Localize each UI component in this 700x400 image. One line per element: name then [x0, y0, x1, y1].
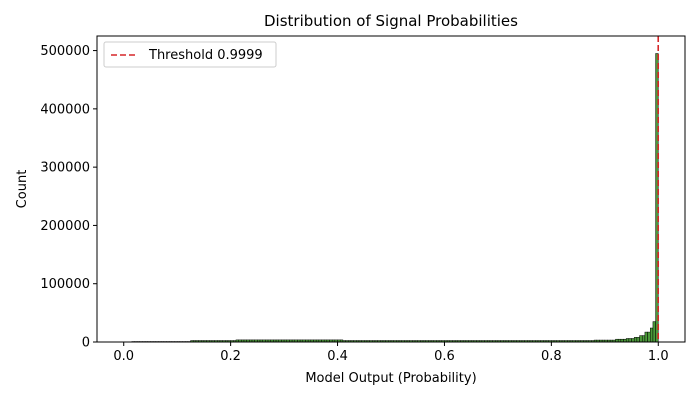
histogram-bar	[628, 338, 632, 343]
x-tick-label: 0.8	[541, 349, 562, 364]
y-tick-label: 500000	[40, 44, 90, 59]
x-tick-label: 0.0	[113, 349, 134, 364]
y-tick-label: 200000	[40, 219, 90, 234]
y-tick-label: 100000	[40, 277, 90, 292]
y-tick-label: 300000	[40, 161, 90, 176]
plot-frame	[96, 35, 686, 343]
chart-title: Distribution of Signal Probabilities	[264, 12, 518, 30]
legend: Threshold 0.9999	[103, 41, 277, 68]
histogram-bar	[631, 338, 635, 343]
x-tick-label: 0.4	[327, 349, 348, 364]
histogram-bar	[625, 338, 630, 343]
y-axis-label: Count	[15, 170, 30, 209]
histogram-bar	[644, 331, 648, 343]
y-tick-label: 400000	[40, 102, 90, 117]
x-axis-ticks: 0.0 0.2 0.4 0.6 0.8 1.0	[113, 342, 669, 364]
x-tick-label: 0.2	[220, 349, 241, 364]
y-tick-label: 0	[82, 336, 90, 351]
legend-box	[103, 41, 277, 68]
histogram-bar	[633, 337, 638, 343]
histogram-bar	[639, 335, 643, 343]
legend-threshold-label: Threshold 0.9999	[148, 48, 263, 63]
histogram-bar	[647, 331, 651, 343]
x-tick-label: 0.6	[434, 349, 455, 364]
histogram-bar	[641, 335, 646, 343]
histogram-bar	[652, 321, 656, 343]
y-axis-ticks: 0 100000 200000 300000 400000 500000	[40, 44, 97, 351]
histogram-bar	[650, 327, 654, 343]
histogram-bar	[636, 337, 640, 343]
x-axis-label: Model Output (Probability)	[305, 371, 476, 386]
x-tick-label: 1.0	[648, 349, 669, 364]
